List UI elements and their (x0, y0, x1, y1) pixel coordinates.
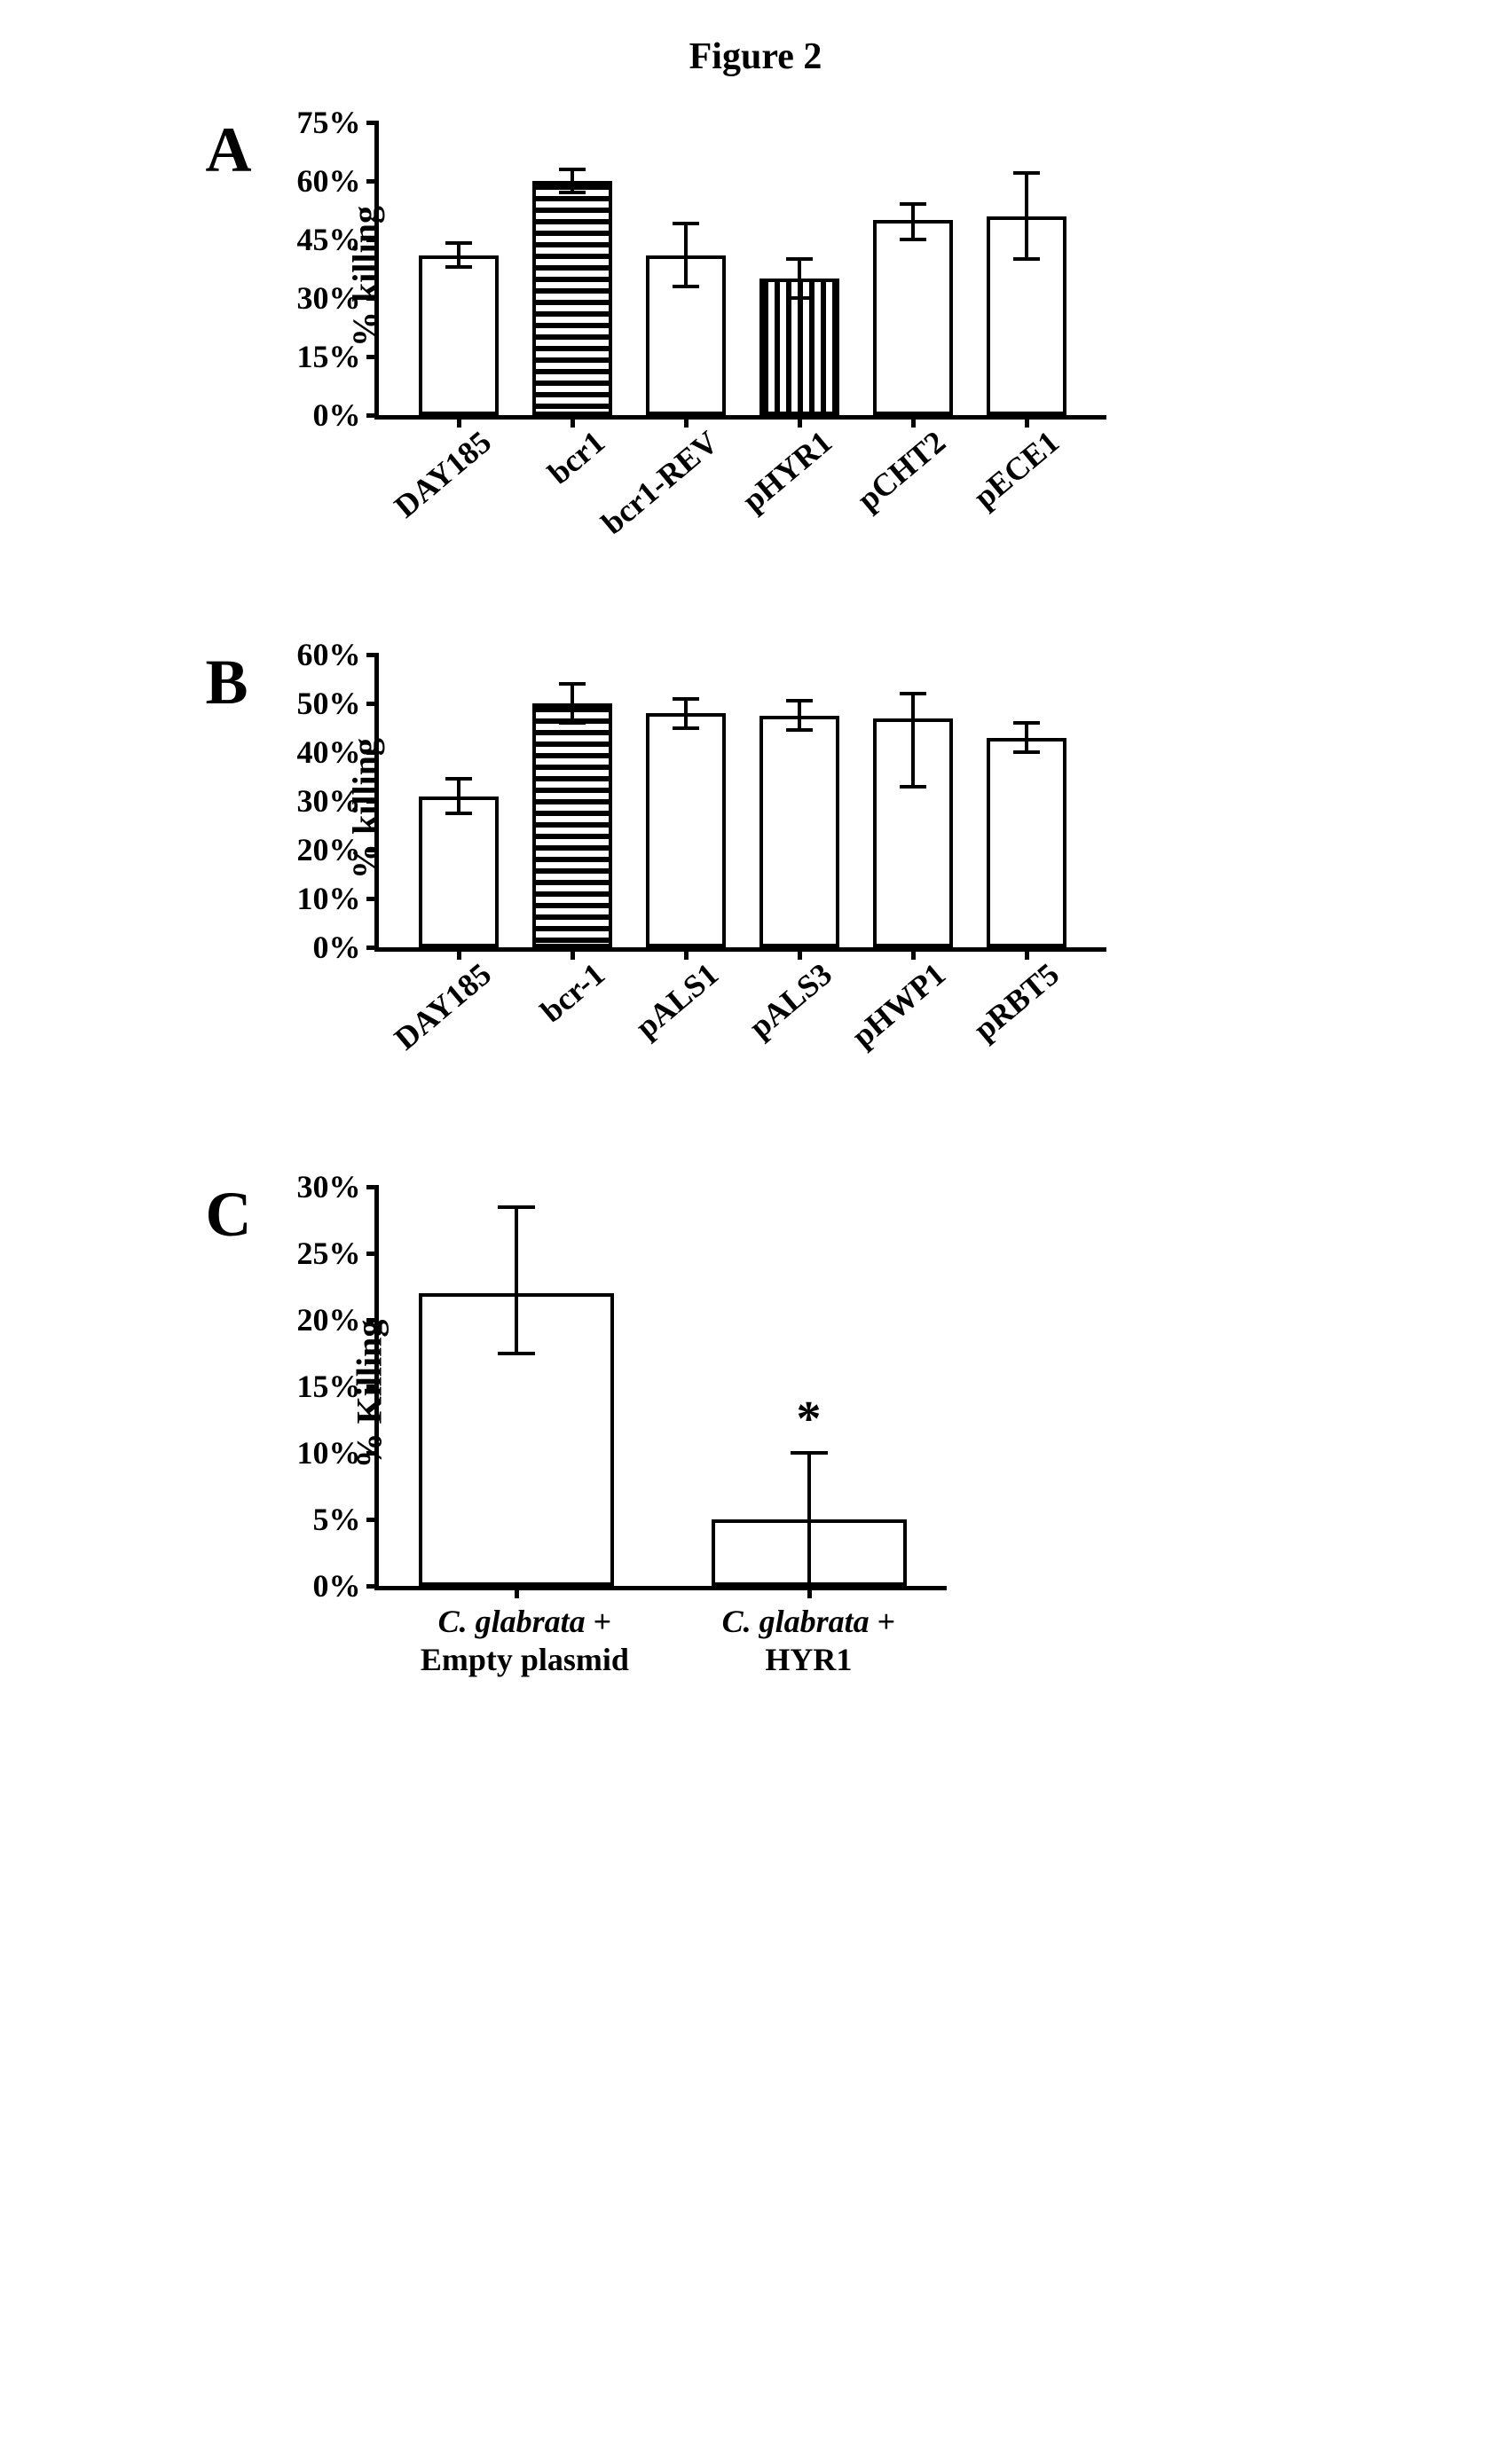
chart-b-wrap: % killing 0%10%20%30%40%50%60%DAY185bcr-… (374, 655, 1288, 952)
error-bar (911, 204, 915, 239)
ytick-label: 5% (313, 1501, 361, 1538)
ytick-label: 45% (297, 221, 361, 258)
error-bar (684, 699, 688, 728)
ytick-label: 30% (297, 782, 361, 820)
error-bar (457, 243, 460, 266)
chart-c-plot: 0%5%10%15%20%25%30%* (374, 1187, 947, 1590)
ytick-label: 15% (297, 1368, 361, 1405)
ytick (366, 355, 379, 359)
bar (532, 181, 612, 415)
bar (759, 716, 839, 947)
ytick-label: 75% (297, 104, 361, 141)
bar (646, 713, 726, 947)
panel-a-label: A (206, 114, 252, 187)
bar (419, 796, 499, 948)
ytick-label: 0% (313, 396, 361, 434)
x-category-label: C. glabrata +Empty plasmid (421, 1603, 629, 1679)
chart-a-plot: 0%15%30%45%60%75%DAY185bcr1bcr1-REVpHYR1… (374, 122, 1106, 420)
ytick (366, 1584, 379, 1589)
ytick (366, 1385, 379, 1389)
error-bar (571, 684, 574, 723)
ytick (366, 296, 379, 301)
ytick (366, 750, 379, 755)
chart-b-plot: 0%10%20%30%40%50%60%DAY185bcr-1pALS1pALS… (374, 655, 1106, 952)
ytick (366, 653, 379, 657)
xtick (515, 1586, 519, 1598)
error-bar (798, 259, 801, 298)
error-bar (1025, 723, 1028, 752)
panel-c: C % Killing 0%5%10%15%20%25%30%* C. glab… (224, 1187, 1288, 1790)
ytick-label: 60% (297, 162, 361, 200)
panel-a: A % killing 0%15%30%45%60%75%DAY185bcr1b… (224, 122, 1288, 619)
ytick-label: 10% (297, 880, 361, 917)
ytick (366, 897, 379, 901)
chart-c-wrap: % Killing 0%5%10%15%20%25%30%* C. glabra… (374, 1187, 1288, 1679)
ytick-label: 30% (297, 1168, 361, 1205)
error-bar (515, 1207, 518, 1354)
error-bar (911, 694, 915, 787)
ytick-label: 30% (297, 279, 361, 317)
panel-b-label: B (206, 646, 248, 719)
significance-marker: * (797, 1391, 822, 1448)
error-bar (1025, 173, 1028, 259)
panel-c-label: C (206, 1178, 252, 1252)
ytick-label: 60% (297, 636, 361, 673)
bar (419, 255, 499, 415)
ytick (366, 238, 379, 242)
ytick-label: 15% (297, 338, 361, 375)
ytick-label: 40% (297, 734, 361, 771)
xtick (807, 1586, 812, 1598)
ytick-label: 10% (297, 1434, 361, 1471)
ytick (366, 1185, 379, 1189)
ytick (366, 413, 379, 418)
ytick (366, 1451, 379, 1456)
figure-title: Figure 2 (53, 35, 1458, 78)
chart-a-wrap: % killing 0%15%30%45%60%75%DAY185bcr1bcr… (374, 122, 1288, 420)
bar (873, 220, 953, 415)
x-category-label: C. glabrata +HYR1 (722, 1603, 896, 1679)
ytick-label: 50% (297, 685, 361, 722)
ytick-label: 0% (313, 929, 361, 966)
ytick-label: 0% (313, 1567, 361, 1605)
error-bar (807, 1453, 811, 1586)
ytick-label: 20% (297, 1301, 361, 1338)
bar (532, 703, 612, 947)
error-bar (798, 701, 801, 730)
error-bar (571, 169, 574, 192)
ytick (366, 848, 379, 852)
ytick (366, 121, 379, 125)
chart-c-xlabels: C. glabrata +Empty plasmid C. glabrata +H… (374, 1603, 942, 1679)
ytick (366, 799, 379, 804)
ytick-label: 20% (297, 831, 361, 868)
ytick (366, 946, 379, 950)
bar (987, 738, 1066, 948)
ytick (366, 1318, 379, 1322)
ytick (366, 1518, 379, 1522)
ytick (366, 179, 379, 184)
error-bar (684, 224, 688, 286)
ytick-label: 25% (297, 1235, 361, 1272)
ytick (366, 702, 379, 706)
panel-b: B % killing 0%10%20%30%40%50%60%DAY185bc… (224, 655, 1288, 1151)
ytick (366, 1252, 379, 1256)
error-bar (457, 779, 460, 813)
